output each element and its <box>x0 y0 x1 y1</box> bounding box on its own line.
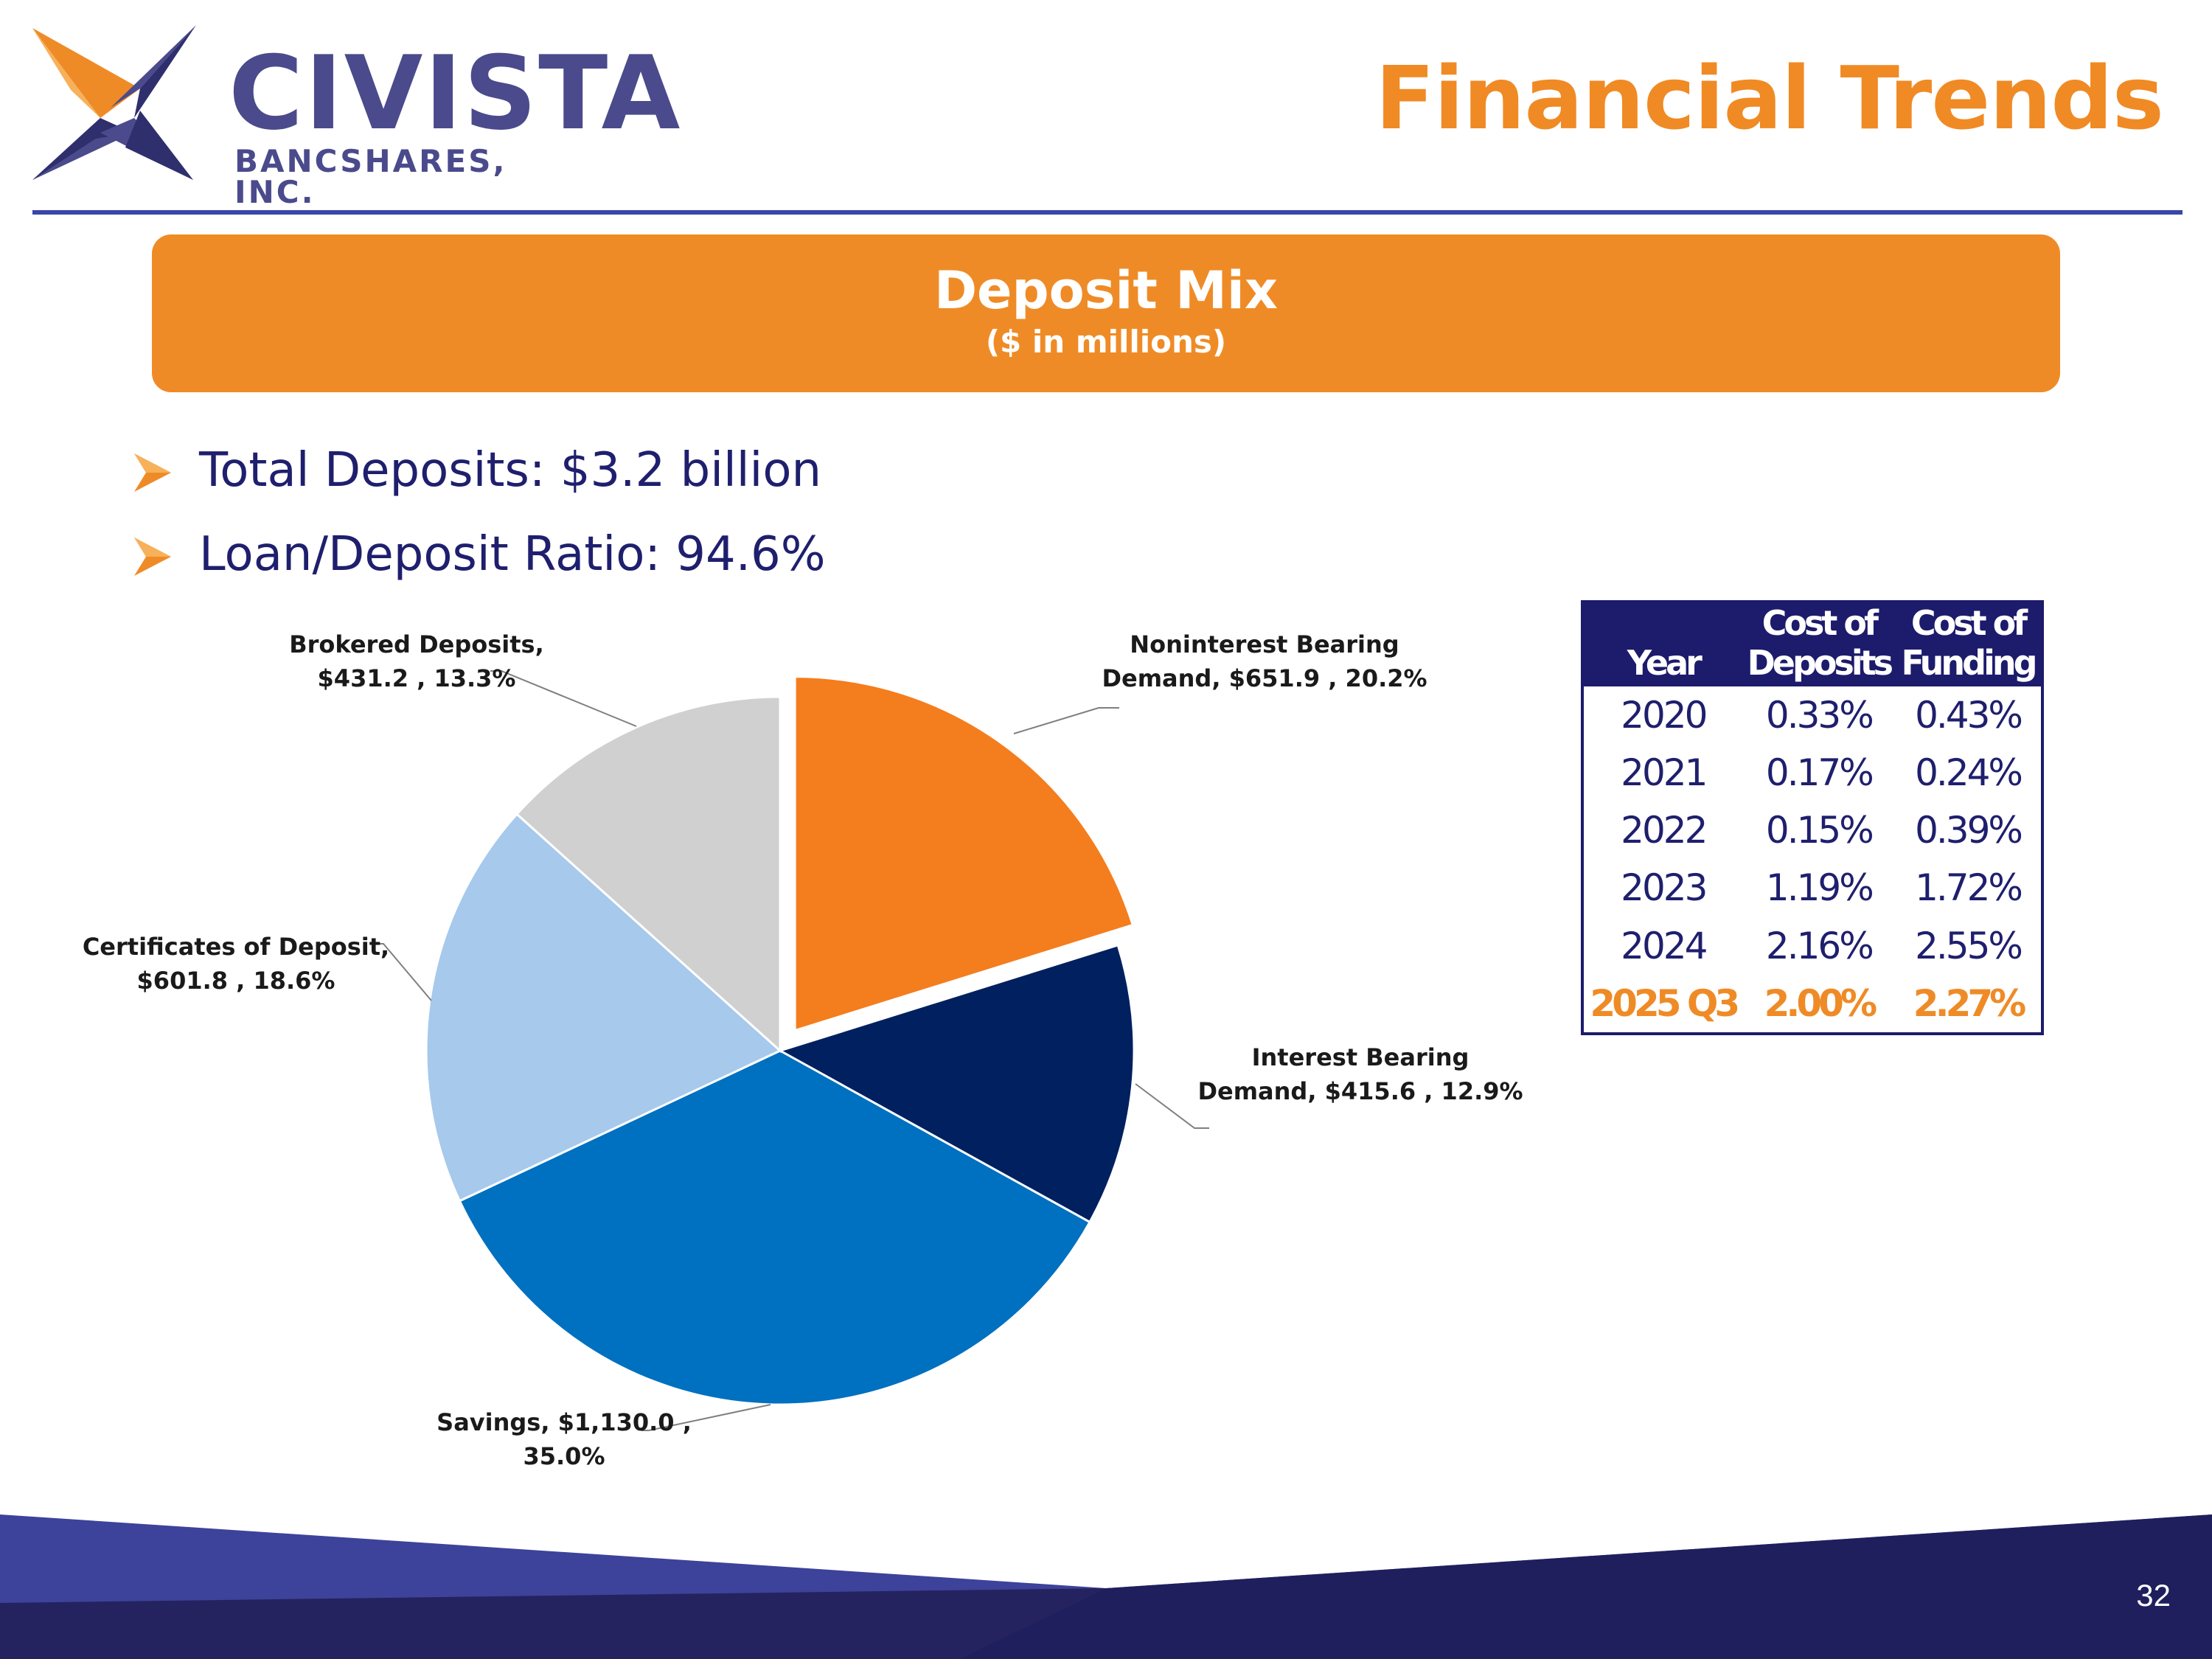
leader-line <box>1013 707 1119 734</box>
cell-year: 2024 <box>1621 924 1708 967</box>
cell-cost-of-deposits: 0.15% <box>1765 809 1874 852</box>
star-logo-icon <box>32 25 196 180</box>
column-header-cost-of-funding: Cost of Funding <box>1895 603 2041 686</box>
slice-label: Savings, $1,130.0 , 35.0% <box>437 1408 692 1470</box>
leader-line <box>1135 1083 1209 1129</box>
pie-slice-noninterest-bearing-demand <box>793 675 1135 1032</box>
cell-year: 2020 <box>1621 693 1708 737</box>
section-banner: Deposit Mix ($ in millions) <box>152 234 2060 392</box>
bullet-text: Loan/Deposit Ratio: 94.6% <box>199 527 826 582</box>
cell-cost-of-funding: 0.39% <box>1915 809 2023 852</box>
arrow-bullet-icon <box>131 441 199 500</box>
table-row: 2023 1.19% 1.72% <box>1584 859 2041 917</box>
slice-label: Certificates of Deposit, $601.8 , 18.6% <box>83 933 389 995</box>
cell-cost-of-funding: 1.72% <box>1915 866 2023 910</box>
cell-year: 2022 <box>1621 809 1708 852</box>
leader-lines <box>372 670 1209 1431</box>
slice-label: Interest Bearing Demand, $415.6 , 12.9% <box>1197 1043 1523 1105</box>
slice-labels: Noninterest Bearing Demand, $651.9 , 20.2… <box>83 630 1523 1470</box>
page-number: 32 <box>2136 1578 2171 1613</box>
table-row: 2022 0.15% 0.39% <box>1584 801 2041 859</box>
header-divider <box>32 210 2183 215</box>
deposit-mix-pie-chart: Noninterest Bearing Demand, $651.9 , 20.2… <box>83 630 1523 1470</box>
column-header-cost-of-deposits: Cost of Deposits <box>1742 603 1896 686</box>
table-row-highlighted: 2025 Q3 2.00% 2.27% <box>1584 975 2041 1032</box>
cell-cost-of-funding: 0.24% <box>1915 751 2023 794</box>
leader-line <box>372 943 432 1001</box>
pie-slice-interest-bearing-demand <box>777 943 1135 1224</box>
cell-year: 2021 <box>1621 751 1708 794</box>
cell-year: 2025 Q3 <box>1590 981 1740 1025</box>
leader-line <box>490 670 637 727</box>
table-row: 2020 0.33% 0.43% <box>1584 686 2041 744</box>
bullet-text: Total Deposits: $3.2 billion <box>199 443 822 498</box>
arrow-bullet-icon <box>131 525 199 584</box>
pie-slices <box>425 675 1135 1406</box>
bullet-loan-deposit-ratio: Loan/Deposit Ratio: 94.6% <box>131 525 826 584</box>
cost-of-funds-table: Year Cost of Deposits Cost of Funding 2020… <box>1581 600 2044 1035</box>
banner-subtitle: ($ in millions) <box>985 324 1227 360</box>
leader-line <box>641 1404 771 1431</box>
cell-cost-of-deposits: 1.19% <box>1765 866 1874 910</box>
company-logo: CIVISTA BANCSHARES, INC. <box>29 22 680 208</box>
bullet-total-deposits: Total Deposits: $3.2 billion <box>131 441 821 500</box>
cell-cost-of-deposits: 2.00% <box>1764 981 1877 1025</box>
slice-label: Noninterest Bearing Demand, $651.9 , 20.2… <box>1102 630 1427 692</box>
footer-band <box>0 1514 2212 1659</box>
table-row: 2021 0.17% 0.24% <box>1584 744 2041 801</box>
pie-slice-brokered-deposits <box>515 695 782 1054</box>
cell-cost-of-deposits: 0.17% <box>1765 751 1874 794</box>
column-header-year: Year <box>1584 603 1743 686</box>
cell-cost-of-deposits: 0.33% <box>1765 693 1874 737</box>
slice-label: Brokered Deposits, $431.2 , 13.3% <box>289 630 543 692</box>
logo-subtitle: BANCSHARES, INC. <box>234 143 507 210</box>
cell-cost-of-deposits: 2.16% <box>1765 924 1874 967</box>
banner-title: Deposit Mix <box>933 260 1279 321</box>
cell-cost-of-funding: 2.55% <box>1915 924 2023 967</box>
page-title: Financial Trends <box>1375 47 2164 149</box>
logo-name: CIVISTA <box>229 34 682 153</box>
cell-cost-of-funding: 0.43% <box>1915 693 2023 737</box>
table-row: 2024 2.16% 2.55% <box>1584 917 2041 974</box>
cell-year: 2023 <box>1621 866 1708 910</box>
table-header-row: Year Cost of Deposits Cost of Funding <box>1584 603 2041 686</box>
cell-cost-of-funding: 2.27% <box>1913 981 2026 1025</box>
